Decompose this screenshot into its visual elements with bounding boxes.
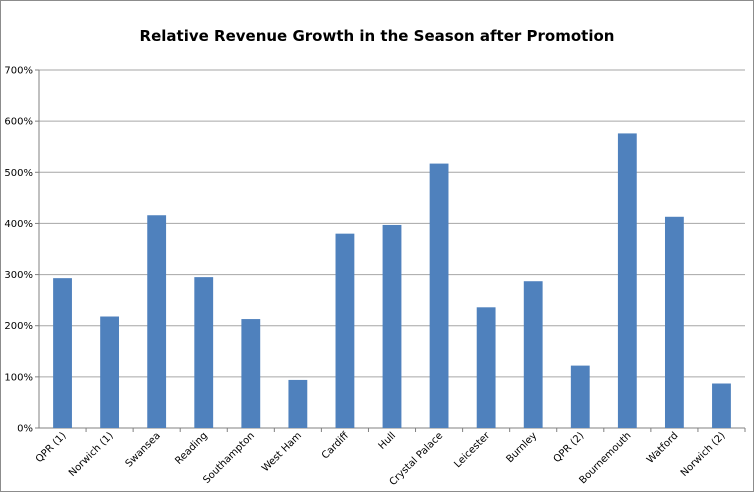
x-tick-label: Swansea [124,430,163,469]
x-tick-label: West Ham [260,430,304,474]
y-tick-label: 500% [4,168,33,179]
y-tick-label: 300% [4,270,33,281]
x-tick-label: Reading [173,430,209,466]
x-tick-label: Burnley [504,430,539,465]
x-tick-label: Leicester [452,430,492,470]
x-tick-label: Bournemouth [577,430,633,486]
bar [476,307,496,428]
bar [712,383,731,428]
x-tick-label: QPR (1) [34,430,69,465]
x-tick-label: Hull [377,430,399,452]
chart-title: Relative Revenue Growth in the Season af… [139,27,615,45]
bar [617,133,637,428]
y-tick-label: 0% [17,424,33,435]
bar [53,278,72,428]
x-tick-label: Norwich (2) [679,430,728,479]
bar [335,233,355,428]
y-tick-label: 400% [4,219,33,230]
bar [100,316,120,428]
bar [194,277,214,428]
x-tick-label: Cardiff [320,430,352,462]
y-tick-label: 700% [4,66,33,77]
bar [664,216,684,428]
y-tick-label: 600% [4,117,33,128]
y-tick-label: 100% [4,372,33,383]
bar [241,319,261,428]
bar [288,379,308,428]
y-tick-label: 200% [4,321,33,332]
bar [429,163,449,428]
x-tick-label: QPR (2) [552,430,587,465]
bar [570,365,590,428]
bar [382,224,402,428]
x-tick-label: Norwich (1) [67,430,116,479]
bar [523,281,543,428]
x-tick-label: Watford [645,430,681,466]
bar [147,215,167,428]
x-tick-label: Southampton [201,430,257,486]
